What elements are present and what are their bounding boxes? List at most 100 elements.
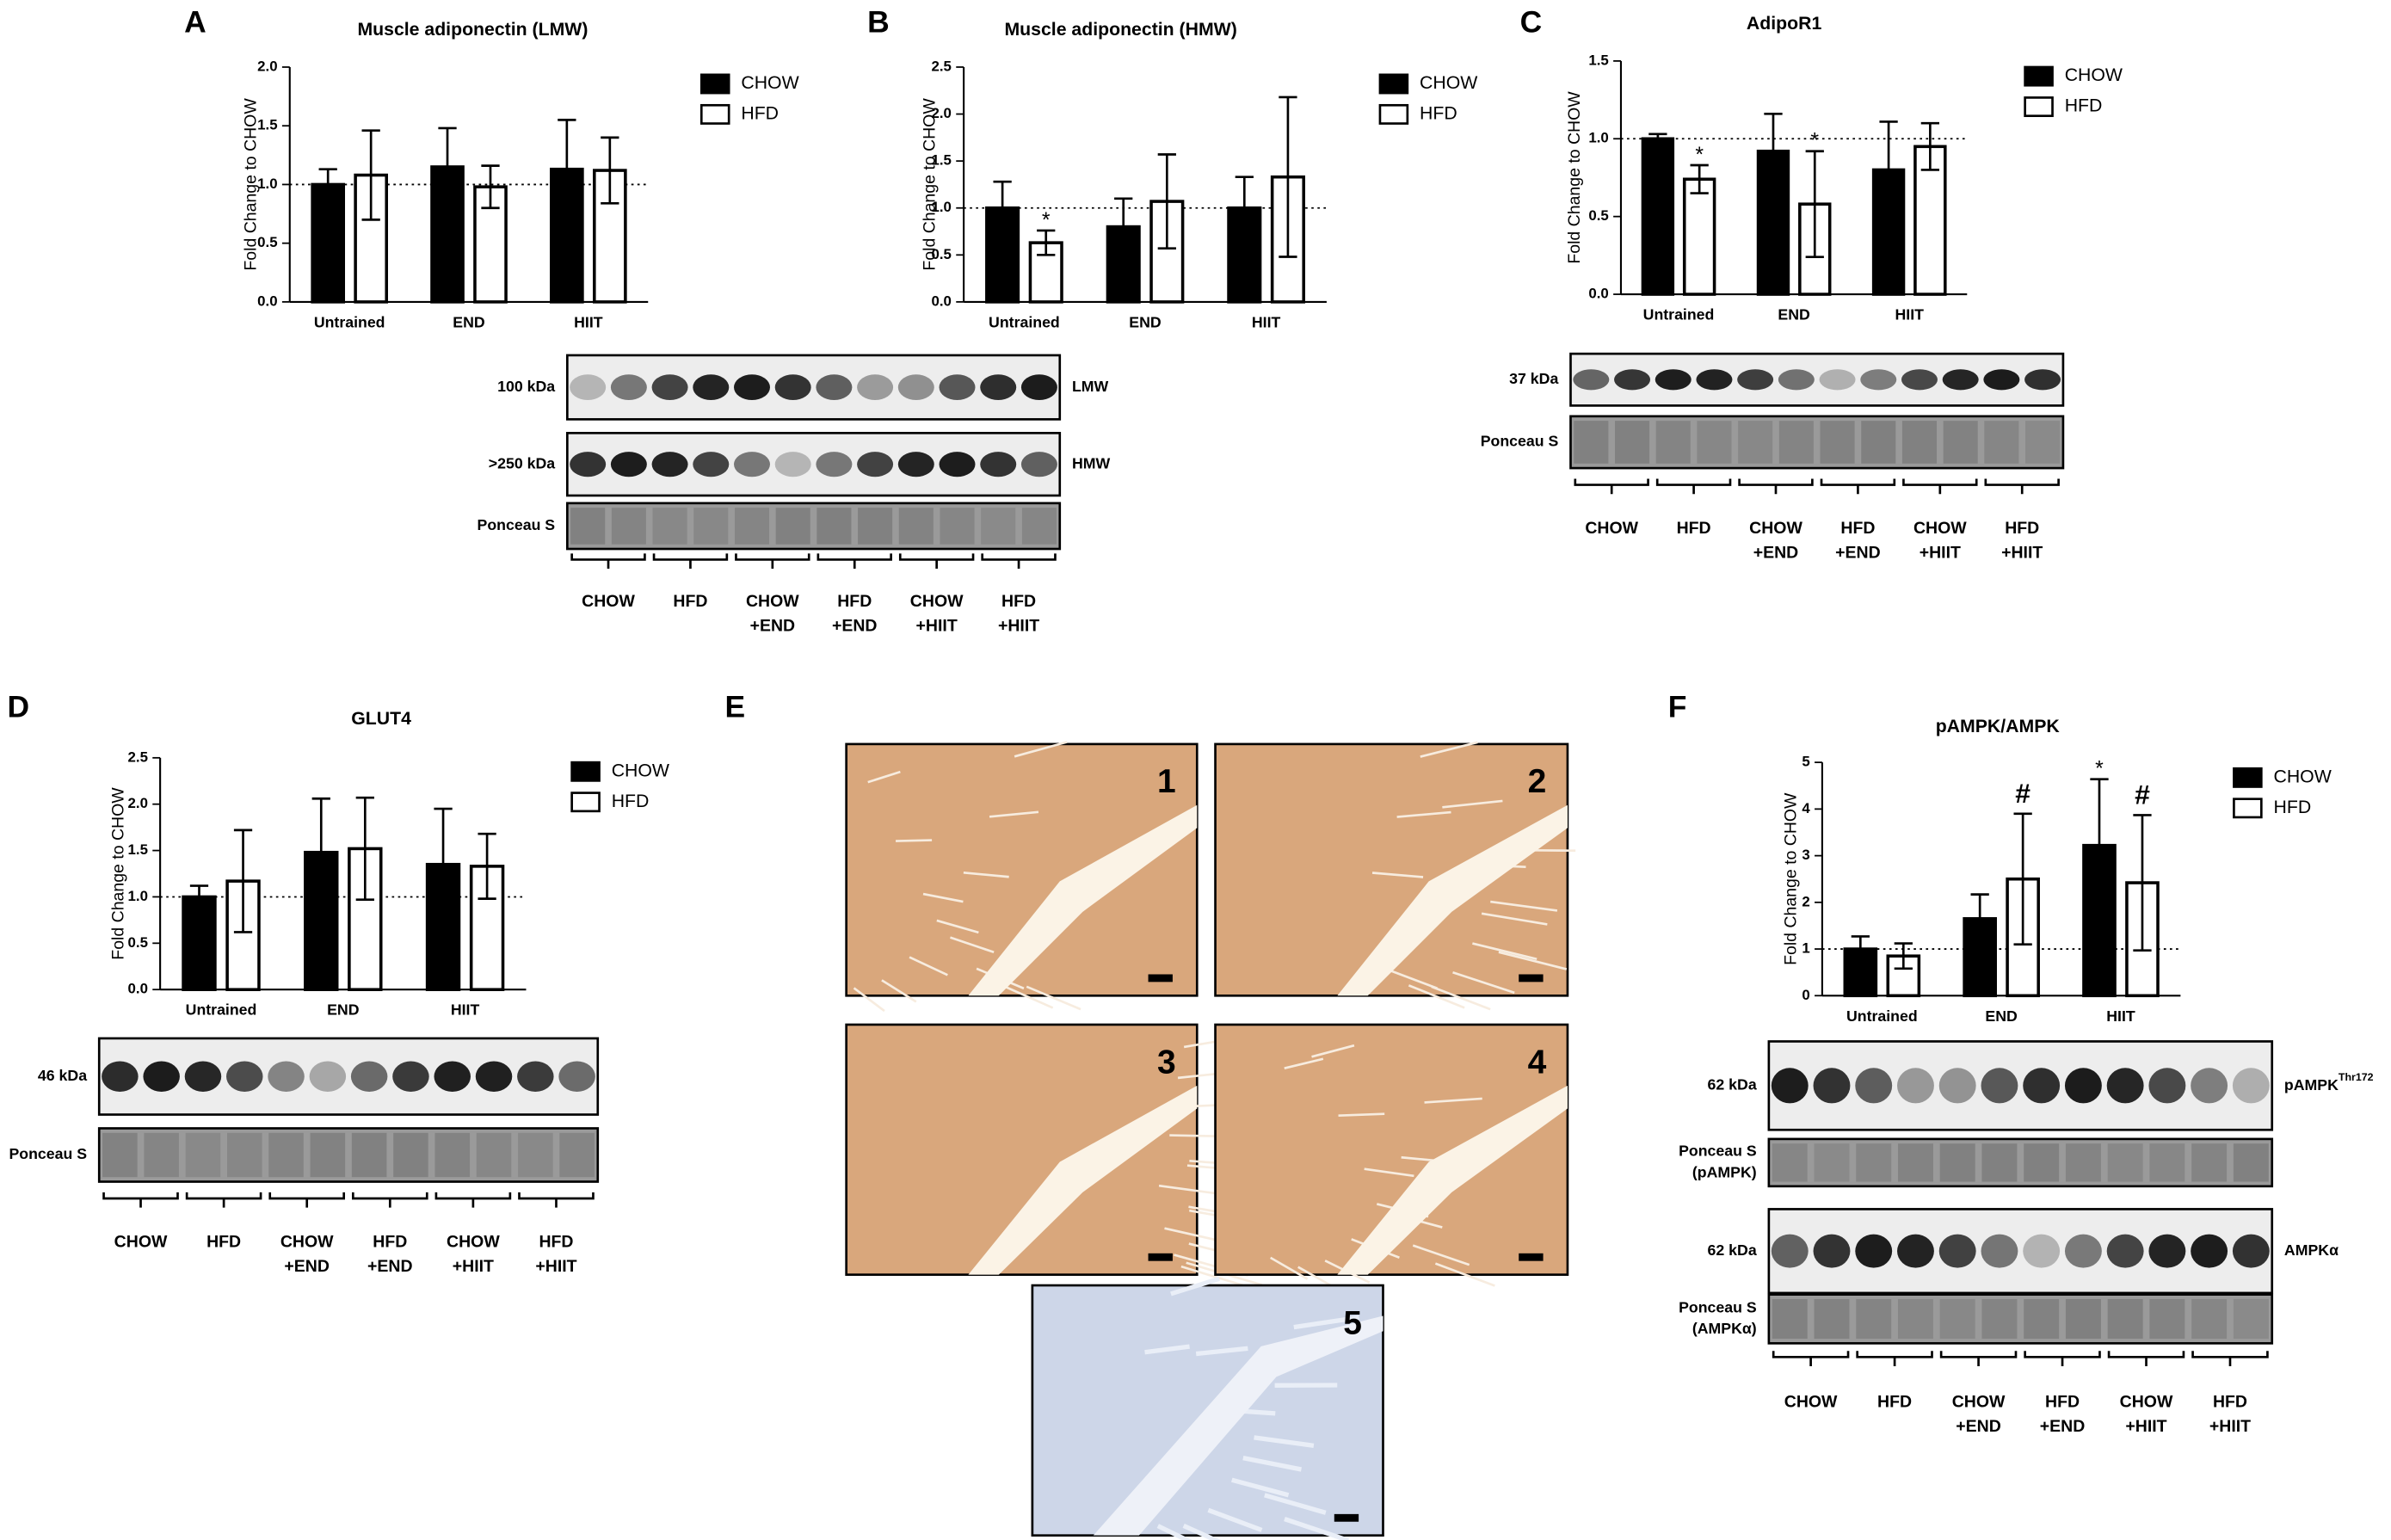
ponceau-lane	[1697, 421, 1732, 464]
blot-right-label: AMPKα	[2284, 1241, 2339, 1259]
group-label: CHOW	[746, 592, 799, 611]
fiber-boundary	[1384, 967, 1438, 989]
band	[1778, 369, 1815, 391]
blot-right-label: LMW	[1072, 378, 1109, 395]
ponceau-lane	[1939, 1298, 1975, 1340]
legend-swatch	[570, 792, 601, 813]
band	[857, 452, 894, 477]
group-label: CHOW	[1585, 519, 1638, 538]
significance-marker: #	[2015, 778, 2031, 809]
y-axis-label: Fold Change to CHOW	[108, 787, 127, 960]
group-bracket	[570, 553, 646, 570]
ponceau-lane	[1814, 1298, 1850, 1340]
ponceau-lane	[434, 1132, 471, 1178]
ponceau-lane	[1861, 421, 1896, 464]
group-label: HFD	[373, 1233, 407, 1252]
band	[816, 374, 853, 401]
y-tick-label: 1.0	[1588, 130, 1608, 146]
fiber-boundary	[1434, 1262, 1495, 1287]
error-bar	[318, 168, 337, 201]
error-bar	[438, 126, 457, 207]
group-label: HFD	[2045, 1393, 2080, 1412]
band	[1020, 374, 1057, 401]
ponceau-lane	[268, 1132, 304, 1178]
legend-swatch	[1378, 73, 1409, 95]
fiber-boundary	[1396, 810, 1451, 818]
y-tick-label: 0.0	[128, 981, 148, 997]
blot-left-label: Ponceau S	[478, 516, 556, 533]
group-label: HFD	[673, 592, 707, 611]
blot-right-label: pAMPKThr172	[2284, 1071, 2374, 1093]
band	[1981, 1068, 2018, 1104]
fiber-boundary	[1195, 1346, 1248, 1357]
fiber-boundary	[1254, 1435, 1315, 1449]
group-label: CHOW	[910, 592, 964, 611]
fiber-boundary	[1498, 951, 1568, 970]
fiber-boundary	[1014, 741, 1068, 758]
group-label: +HIIT	[2209, 1417, 2251, 1436]
micrograph-label: 4	[1528, 1044, 1547, 1081]
error-bar	[1851, 935, 1870, 964]
error-bar	[481, 164, 500, 210]
fiber-boundary	[881, 979, 917, 1003]
band	[980, 374, 1017, 401]
fiber-boundary	[1364, 1167, 1414, 1178]
y-tick-label: 4	[1802, 800, 1810, 816]
blot-right-text: AMPKα	[2284, 1241, 2339, 1259]
ponceau-lane	[1939, 1143, 1975, 1182]
y-axis-label: Fold Change to CHOW	[1565, 91, 1584, 264]
tissue-gap	[1337, 1085, 1568, 1275]
y-tick-label: 0.5	[128, 934, 148, 951]
band	[1655, 369, 1692, 391]
blot-right-text: pAMPK	[2284, 1076, 2339, 1093]
group-label: +END	[367, 1257, 413, 1276]
band	[1942, 369, 1979, 391]
fiber-boundary	[1371, 872, 1424, 878]
ponceau-lane	[1856, 1143, 1892, 1182]
group-bracket	[351, 1192, 428, 1208]
panel-letter: B	[867, 5, 890, 40]
ponceau-lane	[2191, 1298, 2228, 1340]
group-label: HFD	[539, 1233, 573, 1252]
ponceau-strip	[1767, 1137, 2274, 1188]
blot-right-text: HMW	[1072, 454, 1111, 471]
chart-title: Muscle adiponectin (LMW)	[357, 19, 588, 40]
x-tick-label: HIIT	[1252, 313, 1281, 330]
ponceau-lane	[775, 508, 810, 545]
group-label: +HIIT	[1920, 543, 1961, 562]
band	[1855, 1068, 1893, 1104]
ponceau-strip	[1767, 1293, 2274, 1345]
band	[1696, 369, 1733, 391]
fiber-boundary	[853, 987, 885, 1013]
band	[517, 1061, 554, 1092]
blot-strip	[1767, 1208, 2274, 1295]
ponceau-lane	[1655, 421, 1691, 464]
band	[774, 374, 811, 401]
group-label: CHOW	[2120, 1393, 2173, 1412]
blot-strip	[1569, 352, 2065, 407]
legend-label: CHOW	[2274, 766, 2332, 786]
x-tick-label: END	[1778, 306, 1810, 323]
blot-strip	[565, 354, 1062, 421]
error-bar	[2013, 812, 2032, 946]
error-bar	[1894, 942, 1913, 970]
ponceau-lane	[1021, 508, 1057, 545]
bar	[182, 895, 217, 991]
ponceau-lane	[1943, 421, 1978, 464]
ponceau-lane	[393, 1132, 428, 1178]
band	[350, 1061, 388, 1092]
error-bar	[478, 832, 496, 900]
x-tick-label: Untrained	[989, 313, 1060, 330]
ponceau-lane	[2149, 1298, 2185, 1340]
chart-title: GLUT4	[351, 708, 411, 729]
legend-label: HFD	[612, 791, 650, 811]
blot-left-label: Ponceau S	[1481, 433, 1559, 450]
ponceau-lane	[518, 1132, 553, 1178]
ponceau-lane	[310, 1132, 346, 1178]
fiber-boundary	[950, 936, 995, 954]
fiber-boundary	[1182, 1524, 1221, 1540]
legend-swatch	[570, 761, 601, 782]
significance-marker: *	[2095, 758, 2104, 781]
fiber-boundary	[1431, 985, 1491, 1011]
